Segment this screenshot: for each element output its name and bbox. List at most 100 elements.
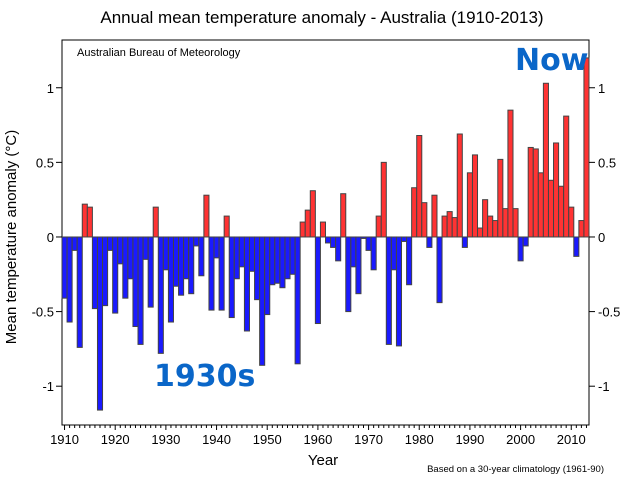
bar-2013	[583, 57, 590, 238]
bar-1977	[401, 236, 408, 242]
bar-1910	[61, 236, 68, 299]
x-tick-label: 1960	[303, 432, 332, 447]
bar-1960	[314, 236, 321, 325]
bar-2000	[517, 236, 524, 262]
bar-1958	[304, 209, 311, 238]
bar-1919	[107, 236, 114, 251]
bar-1950	[264, 236, 271, 316]
bar-1933	[178, 236, 185, 296]
bar-1975	[390, 236, 397, 271]
bar-1962	[325, 236, 332, 244]
bar-1995	[492, 220, 499, 238]
axes: -1 -1 -0.5 -0.5 0 0 0.5 0.5 1 1 1910 1920 1930 1940 19…	[32, 81, 621, 447]
chart-title: Annual mean temperature anomaly - Austra…	[100, 8, 543, 27]
bar-1931	[167, 236, 174, 323]
bar-1941	[218, 236, 225, 311]
bar-2006	[547, 179, 555, 238]
bar-1954	[284, 236, 291, 280]
bar-1993	[482, 199, 489, 238]
bar-1935	[188, 236, 195, 295]
bar-1914	[81, 203, 88, 238]
bar-1970	[365, 236, 372, 251]
bar-1920	[112, 236, 119, 314]
x-tick-label: 1980	[405, 432, 434, 447]
bar-1942	[223, 215, 230, 238]
x-tick-label: 2000	[506, 432, 535, 447]
x-tick-label: 1950	[253, 432, 282, 447]
bar-1985	[441, 215, 448, 238]
bar-1929	[157, 236, 164, 354]
bar-1916	[91, 236, 98, 310]
y-tick-label-right: -0.5	[598, 305, 620, 320]
bar-1999	[512, 208, 519, 238]
bar-1927	[147, 236, 154, 308]
bar-1982	[426, 236, 433, 248]
bar-1968	[355, 236, 362, 295]
source-label: Australian Bureau of Meteorology	[77, 47, 241, 59]
bar-1991	[471, 154, 479, 238]
bar-1952	[274, 236, 281, 284]
bar-1948	[254, 236, 261, 301]
bar-1936	[193, 236, 200, 247]
bar-1940	[213, 236, 220, 259]
bar-2003	[532, 148, 539, 238]
bar-1994	[487, 215, 494, 238]
bar-1918	[102, 236, 109, 307]
bar-1989	[461, 236, 468, 248]
bar-1955	[289, 236, 296, 275]
bar-1965	[340, 193, 347, 238]
annotation-1930s: 1930s	[154, 359, 255, 394]
bar-1928	[152, 206, 159, 238]
bar-1911	[66, 236, 73, 323]
bar-2002	[527, 146, 534, 238]
bar-1969	[360, 236, 367, 239]
bar-1923	[127, 236, 134, 280]
bar-1972	[375, 215, 382, 238]
y-tick-label-left: -0.5	[32, 305, 54, 320]
y-tick-label-right: -1	[598, 379, 610, 394]
bar-1915	[86, 206, 93, 238]
bar-2011	[573, 236, 580, 257]
bar-1992	[477, 227, 484, 238]
x-tick-label: 2010	[557, 432, 586, 447]
bar-1986	[446, 211, 453, 238]
bar-1964	[335, 236, 342, 262]
bar-1971	[370, 236, 377, 271]
x-tick-label: 1940	[202, 432, 231, 447]
bar-1934	[183, 236, 190, 280]
bar-2012	[578, 220, 585, 238]
bar-1966	[345, 236, 352, 313]
bar-2010	[568, 206, 575, 238]
bar-1990	[466, 172, 473, 238]
bars	[61, 57, 590, 411]
y-axis-label: Mean temperature anomaly (°C)	[3, 130, 20, 344]
bar-1924	[132, 236, 139, 328]
x-tick-label: 1920	[101, 432, 130, 447]
bar-1997	[502, 208, 509, 238]
bar-2009	[563, 115, 570, 238]
bar-1938	[203, 194, 210, 238]
bar-1943	[228, 236, 235, 319]
bar-1947	[248, 236, 256, 272]
x-tick-label: 1970	[354, 432, 383, 447]
bar-1945	[238, 236, 245, 268]
bar-1988	[456, 133, 463, 238]
climatology-footnote: Based on a 30-year climatology (1961-90)	[427, 464, 604, 475]
y-tick-label-right: 0.5	[598, 155, 616, 170]
bar-1983	[431, 194, 438, 238]
y-tick-label-left: -1	[42, 379, 54, 394]
y-tick-label-left: 0	[47, 230, 54, 245]
bar-1932	[172, 236, 180, 287]
x-tick-label: 1990	[455, 432, 484, 447]
y-tick-label-left: 0.5	[36, 155, 54, 170]
x-tick-label: 1930	[151, 432, 180, 447]
bar-1930	[162, 236, 169, 271]
bar-1946	[243, 236, 250, 332]
bar-1926	[142, 236, 149, 260]
bar-1987	[451, 217, 458, 238]
bar-1980	[416, 135, 423, 238]
bar-1949	[259, 236, 266, 366]
bar-2008	[558, 185, 565, 238]
bar-1925	[137, 236, 144, 345]
